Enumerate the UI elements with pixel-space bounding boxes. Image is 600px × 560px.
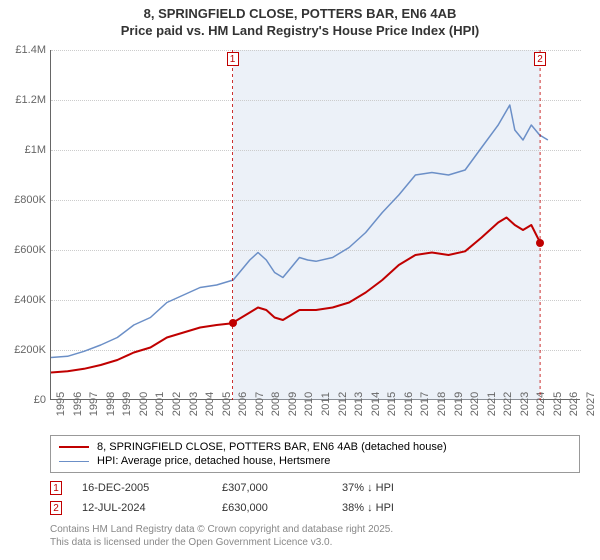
plot: £0£200K£400K£600K£800K£1M£1.2M£1.4M19951… xyxy=(50,50,580,400)
title-line2: Price paid vs. HM Land Registry's House … xyxy=(0,23,600,40)
chart-container: 8, SPRINGFIELD CLOSE, POTTERS BAR, EN6 4… xyxy=(0,0,600,560)
tx-marker-1: 1 xyxy=(50,481,62,495)
footer-line1: Contains HM Land Registry data © Crown c… xyxy=(50,524,393,537)
footer: Contains HM Land Registry data © Crown c… xyxy=(50,524,393,549)
line-svg xyxy=(51,50,581,400)
tx-date-1: 16-DEC-2005 xyxy=(82,482,222,494)
legend-label-property: 8, SPRINGFIELD CLOSE, POTTERS BAR, EN6 4… xyxy=(97,441,447,453)
legend: 8, SPRINGFIELD CLOSE, POTTERS BAR, EN6 4… xyxy=(50,435,580,473)
plot-area: £0£200K£400K£600K£800K£1M£1.2M£1.4M19951… xyxy=(50,50,580,400)
chart-title: 8, SPRINGFIELD CLOSE, POTTERS BAR, EN6 4… xyxy=(0,0,600,40)
y-tick-label: £400K xyxy=(14,294,46,306)
transaction-row-2: 2 12-JUL-2024 £630,000 38% ↓ HPI xyxy=(50,498,580,518)
y-tick-label: £600K xyxy=(14,244,46,256)
tx-pct-2: 38% ↓ HPI xyxy=(342,502,462,514)
legend-label-hpi: HPI: Average price, detached house, Hert… xyxy=(97,455,330,467)
title-line1: 8, SPRINGFIELD CLOSE, POTTERS BAR, EN6 4… xyxy=(0,6,600,23)
y-tick-label: £800K xyxy=(14,194,46,206)
y-tick-label: £1.4M xyxy=(15,44,46,56)
marker-box-2: 2 xyxy=(534,52,546,66)
tx-marker-2: 2 xyxy=(50,501,62,515)
footer-line2: This data is licensed under the Open Gov… xyxy=(50,537,393,550)
y-tick-label: £0 xyxy=(34,394,46,406)
tx-date-2: 12-JUL-2024 xyxy=(82,502,222,514)
y-tick-label: £1M xyxy=(25,144,46,156)
x-tick-label: 2027 xyxy=(585,392,597,416)
transaction-row-1: 1 16-DEC-2005 £307,000 37% ↓ HPI xyxy=(50,478,580,498)
marker-dot-2 xyxy=(536,239,544,247)
legend-swatch-hpi xyxy=(59,461,89,462)
series-property xyxy=(51,218,540,373)
y-tick-label: £200K xyxy=(14,344,46,356)
y-tick-label: £1.2M xyxy=(15,94,46,106)
marker-box-1: 1 xyxy=(227,52,239,66)
legend-item-hpi: HPI: Average price, detached house, Hert… xyxy=(59,454,571,468)
legend-item-property: 8, SPRINGFIELD CLOSE, POTTERS BAR, EN6 4… xyxy=(59,440,571,454)
tx-pct-1: 37% ↓ HPI xyxy=(342,482,462,494)
series-hpi xyxy=(51,105,548,358)
transactions-table: 1 16-DEC-2005 £307,000 37% ↓ HPI 2 12-JU… xyxy=(50,478,580,518)
legend-swatch-property xyxy=(59,446,89,448)
marker-dot-1 xyxy=(229,319,237,327)
tx-price-2: £630,000 xyxy=(222,502,342,514)
tx-price-1: £307,000 xyxy=(222,482,342,494)
